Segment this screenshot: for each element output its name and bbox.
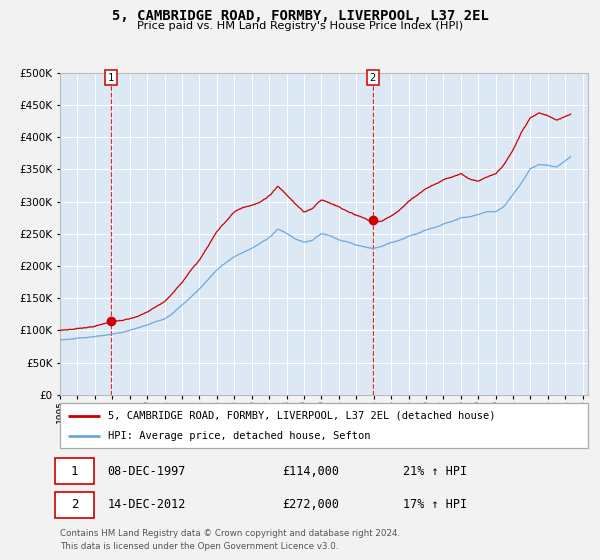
Text: 2: 2 <box>370 73 376 83</box>
Text: 1: 1 <box>108 73 114 83</box>
Text: 5, CAMBRIDGE ROAD, FORMBY, LIVERPOOL, L37 2EL: 5, CAMBRIDGE ROAD, FORMBY, LIVERPOOL, L3… <box>112 9 488 23</box>
Text: 21% ↑ HPI: 21% ↑ HPI <box>403 465 467 478</box>
Text: HPI: Average price, detached house, Sefton: HPI: Average price, detached house, Seft… <box>107 431 370 441</box>
Text: 5, CAMBRIDGE ROAD, FORMBY, LIVERPOOL, L37 2EL (detached house): 5, CAMBRIDGE ROAD, FORMBY, LIVERPOOL, L3… <box>107 410 495 421</box>
Text: This data is licensed under the Open Government Licence v3.0.: This data is licensed under the Open Gov… <box>60 542 338 551</box>
Text: Contains HM Land Registry data © Crown copyright and database right 2024.: Contains HM Land Registry data © Crown c… <box>60 529 400 538</box>
Text: £272,000: £272,000 <box>282 498 339 511</box>
FancyBboxPatch shape <box>60 403 588 448</box>
Text: 2: 2 <box>71 498 78 511</box>
Text: 08-DEC-1997: 08-DEC-1997 <box>107 465 186 478</box>
FancyBboxPatch shape <box>55 492 94 517</box>
Text: 14-DEC-2012: 14-DEC-2012 <box>107 498 186 511</box>
Text: 1: 1 <box>71 465 78 478</box>
Text: £114,000: £114,000 <box>282 465 339 478</box>
Text: 17% ↑ HPI: 17% ↑ HPI <box>403 498 467 511</box>
Text: Price paid vs. HM Land Registry's House Price Index (HPI): Price paid vs. HM Land Registry's House … <box>137 21 463 31</box>
FancyBboxPatch shape <box>55 459 94 484</box>
